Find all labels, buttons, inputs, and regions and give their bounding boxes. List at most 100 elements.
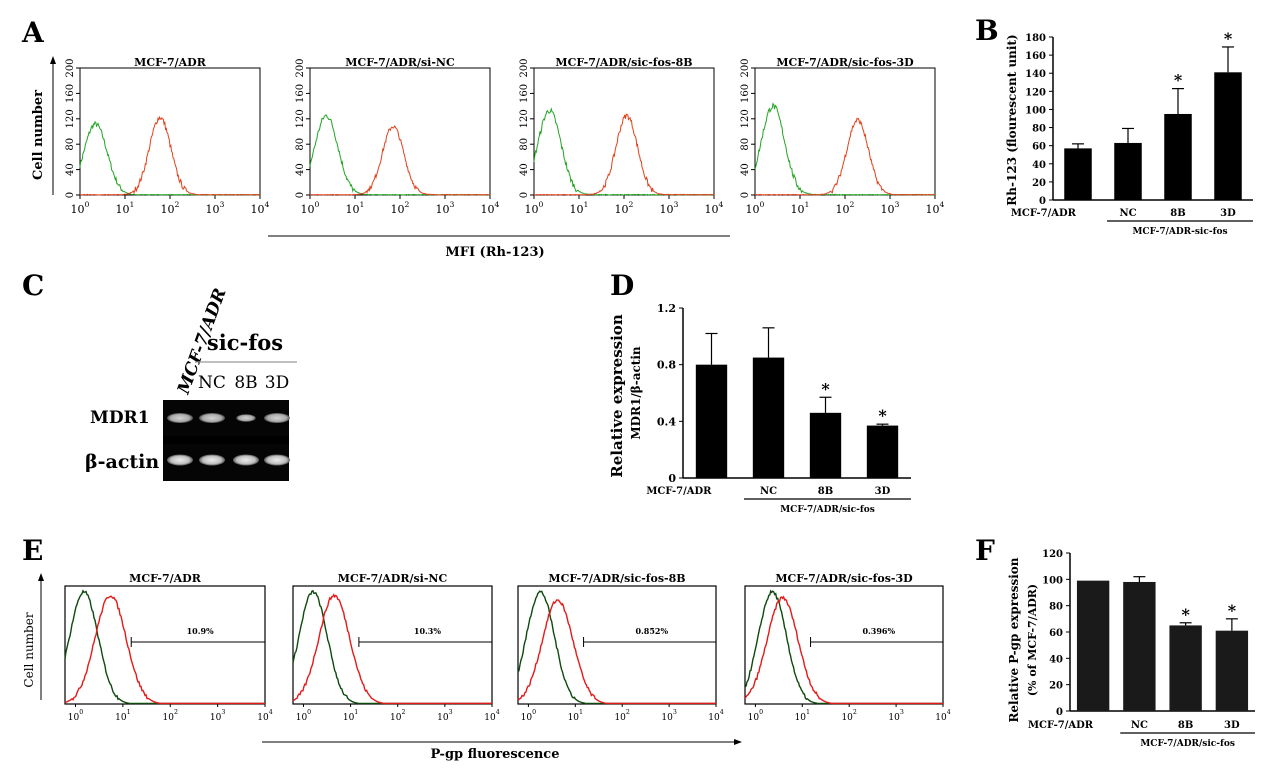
panel-b-ytick-label: 160 [1025,51,1046,62]
panel-f-ytick-label: 60 [1049,628,1063,639]
panel-a-plot-frame [533,67,715,196]
panel-a-xtick-label: 104 [251,200,270,216]
panel-e-xtick-label: 103 [437,709,452,723]
panel-b-ytick-label: 60 [1032,142,1046,153]
panel-f-category-label: 8B [1178,720,1193,731]
panel-f-category-label: NC [1131,720,1148,731]
panel-a-ytick-label: 160 [519,84,530,103]
panel-a-ytick-label: 200 [519,58,530,77]
panel-d-ytick-label: 0.8 [657,359,676,372]
panel-a-xtick-label: 101 [346,200,365,216]
panel-a-xtick-label: 100 [301,200,320,216]
panel-e-xtick-label: 104 [484,709,499,723]
panel-e-xtick-label: 101 [115,709,130,723]
panel-e-xtick-label: 103 [210,709,225,723]
panel-a-ytick-label: 40 [295,163,306,176]
panel-b-sig-star: * [1174,71,1183,90]
panel-a-ytick-label: 80 [740,138,751,151]
panel-b-ytick-label: 0 [1039,196,1046,207]
panel-b-ytick-label: 40 [1032,160,1046,171]
panel-b-bar-chart: Rh-123 (flourescent unit) 0 20 40 60 80 100 12… [1005,29,1253,237]
panel-e-xtick-label: 102 [163,709,178,723]
panel-e-plot-4: MCF-7/ADR/sic-fos-3D 100 101 102 103 104 0.396… [744,572,951,723]
panel-e-gate-label: 0.852% [635,626,668,636]
panel-e-plot-frame [292,585,493,705]
panel-e-xtick-label: 101 [568,709,583,723]
panel-e-xtick-label: 100 [296,709,311,723]
panel-a-green-curve [533,107,715,196]
panel-f-ylabel2: (% of MCF-7/ADR) [1026,584,1039,696]
panel-a-orange-curve [79,115,260,196]
panel-d-sig-star: * [878,406,887,425]
panel-a-ytick-label: 120 [65,109,76,128]
panel-a-xtick-label: 101 [116,200,135,216]
panel-e-plot-title: MCF-7/ADR/si-NC [338,572,448,585]
panel-d-category-label: NC [760,486,777,497]
gel-band [264,454,290,466]
gel-lane-label-8b: 8B [234,373,257,393]
panel-letter-f: F [975,534,995,567]
panel-a-plot-3: MCF-7/ADR/sic-fos-8B 0 40 80 120 160 200 100 101… [519,56,724,216]
panel-a-xtick-label: 103 [660,200,679,216]
panel-b-bar [1114,142,1142,200]
panel-f-ytick-label: 100 [1042,575,1063,586]
panel-e-plot-title: MCF-7/ADR [129,572,202,585]
panel-a-histograms: Cell number MFI (Rh-123) MCF-7/ADR 0 40 80 1… [31,56,945,260]
panel-a-orange-curve [310,124,491,196]
panel-d-category-label: MCF-7/ADR [646,486,712,497]
panel-b-ytick-label: 80 [1032,124,1046,135]
panel-d-ylabel: Relative expression [608,314,626,478]
panel-b-ytick-label: 20 [1032,178,1046,189]
panel-f-ytick-label: 20 [1049,681,1063,692]
panel-b-bar [1214,72,1242,200]
panel-a-plot-title: MCF-7/ADR/sic-fos-8B [555,56,692,69]
panel-e-darkgreen-curve [744,589,943,705]
panel-d-category-label: 8B [818,486,833,497]
panel-a-ytick-label: 0 [65,192,76,198]
panel-e-xtick-label: 104 [708,709,723,723]
panel-e-plot-frame [64,585,266,705]
panel-e-plot-1: MCF-7/ADR 100 101 102 103 104 10.9% [64,572,273,723]
panel-letter-a: A [21,16,45,49]
panel-f-bar [1169,625,1202,711]
gel-band [199,454,225,466]
panel-e-gate-label: 10.3% [414,626,441,636]
gel-band [167,413,193,423]
panel-f-ytick-label: 80 [1049,602,1063,613]
gel-lane-label-nc: NC [198,373,226,393]
panel-a-xtick-label: 104 [481,200,500,216]
panel-e-darkgreen-curve [517,590,716,705]
gel-row-label-actin: β-actin [85,451,159,473]
gel-band [236,414,256,422]
panel-a-xtick-label: 101 [791,200,810,216]
gel-row-label-mdr1: MDR1 [90,408,150,428]
panel-a-xtick-label: 102 [836,200,855,216]
panel-f-ylabel: Relative P-gp expression [1007,557,1021,722]
panel-a-ytick-label: 200 [295,58,306,77]
panel-e-xtick-label: 104 [257,709,272,723]
panel-a-plot-title: MCF-7/ADR/sic-fos-3D [776,56,914,69]
panel-a-green-curve [309,114,490,196]
gel-band [233,454,259,466]
panel-d-sig-star: * [821,379,830,398]
panel-e-xtick-label: 100 [68,709,83,723]
panel-b-ytick-label: 140 [1025,69,1046,80]
panel-a-green-curve [79,120,261,196]
panel-a-ytick-label: 200 [740,58,751,77]
panel-d-bar [752,357,785,478]
panel-e-xtick-label: 103 [888,709,903,723]
panel-a-ytick-label: 40 [740,163,751,176]
panel-f-bar [1076,580,1110,711]
panel-f-category-label: MCF-7/ADR [1028,720,1094,731]
gel-lane-label-3d: 3D [265,373,289,393]
panel-b-ytick-label: 180 [1025,33,1046,44]
panel-b-category-label: 3D [1220,208,1236,219]
panel-a-ytick-label: 40 [519,163,530,176]
panel-a-xtick-label: 102 [615,200,634,216]
panel-b-ytick-label: 100 [1025,105,1046,116]
panel-f-ytick-label: 40 [1049,654,1063,665]
gel-group-label: sic-fos [207,330,283,355]
panel-e-plot-2: MCF-7/ADR/si-NC 100 101 102 103 104 10.3% [292,572,500,723]
panel-e-plot-title: MCF-7/ADR/sic-fos-3D [775,572,913,585]
